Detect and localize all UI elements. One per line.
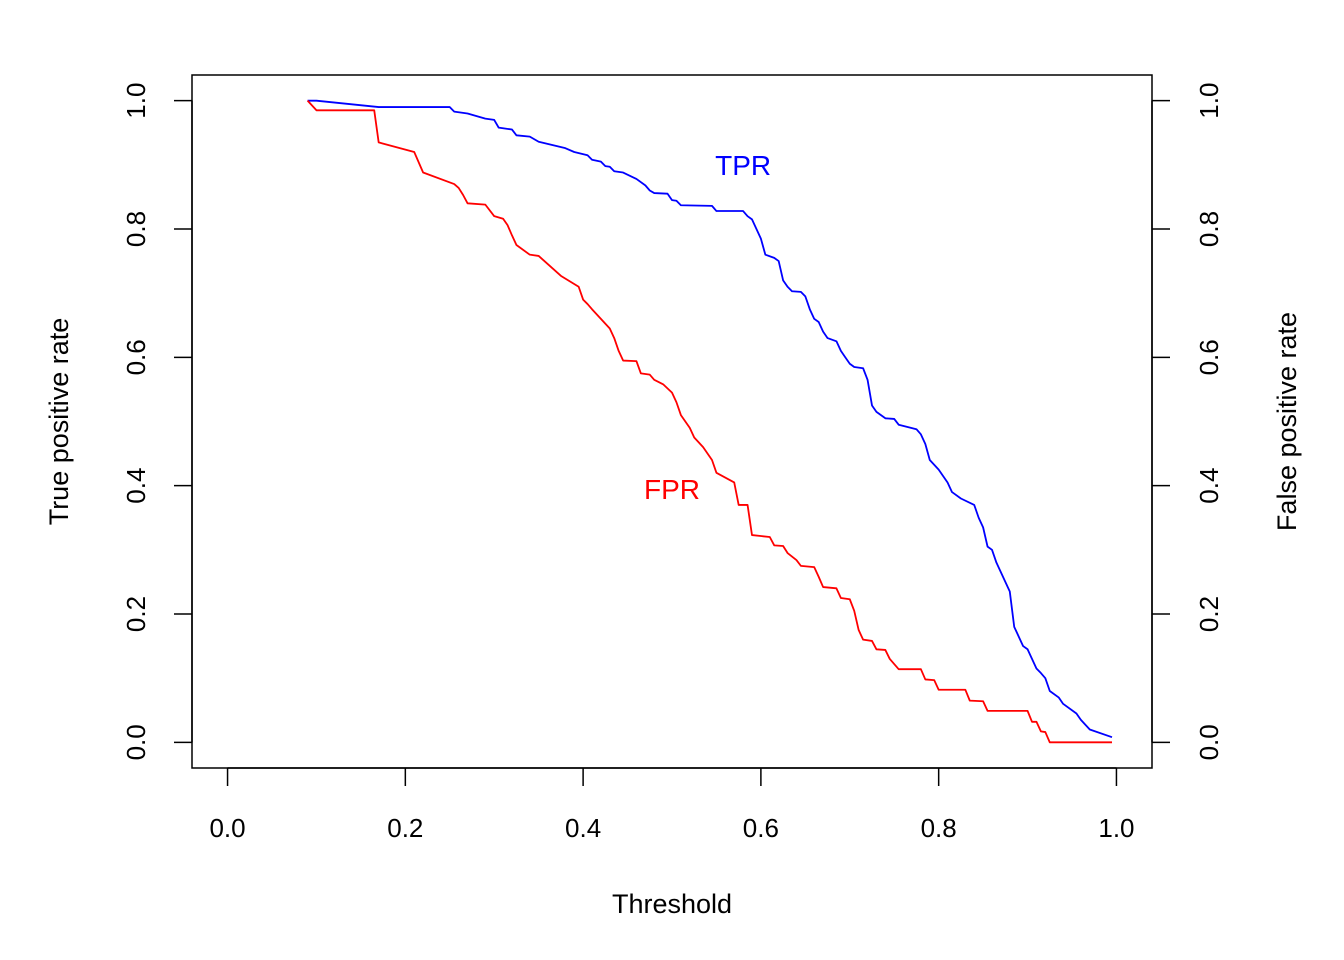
x-axis-title: Threshold bbox=[612, 889, 732, 919]
y-left-tick-label: 0.6 bbox=[121, 339, 151, 375]
x-tick-label: 0.4 bbox=[565, 813, 601, 843]
y-axis-title-right: False positive rate bbox=[1272, 312, 1302, 531]
y-axis-left: 0.0 0.2 0.4 0.6 0.8 1.0 bbox=[121, 83, 193, 760]
y-left-tick-label: 1.0 bbox=[121, 83, 151, 119]
x-tick-label: 0.2 bbox=[387, 813, 423, 843]
y-right-tick-label: 0.2 bbox=[1194, 596, 1224, 632]
x-tick-label: 0.6 bbox=[743, 813, 779, 843]
series-label-fpr: FPR bbox=[644, 474, 700, 505]
y-left-tick-label: 0.0 bbox=[121, 724, 151, 760]
y-right-tick-label: 0.8 bbox=[1194, 211, 1224, 247]
y-axis-title-left: True positive rate bbox=[44, 318, 74, 526]
y-right-tick-label: 1.0 bbox=[1194, 83, 1224, 119]
y-axis-right: 0.0 0.2 0.4 0.6 0.8 1.0 bbox=[1151, 83, 1224, 760]
series-line-tpr bbox=[307, 99, 1113, 739]
y-right-tick-label: 0.0 bbox=[1194, 724, 1224, 760]
series-line-fpr bbox=[306, 100, 1112, 744]
x-axis: 0.0 0.2 0.4 0.6 0.8 1.0 bbox=[209, 767, 1135, 843]
y-left-tick-label: 0.8 bbox=[121, 211, 151, 247]
x-tick-label: 1.0 bbox=[1098, 813, 1134, 843]
x-tick-label: 0.0 bbox=[209, 813, 245, 843]
y-right-tick-label: 0.6 bbox=[1194, 339, 1224, 375]
y-right-tick-label: 0.4 bbox=[1194, 468, 1224, 504]
series-layer: TPR FPR bbox=[306, 99, 1113, 744]
y-left-tick-label: 0.2 bbox=[121, 596, 151, 632]
plot-frame bbox=[191, 74, 1153, 769]
y-left-tick-label: 0.4 bbox=[121, 468, 151, 504]
series-label-tpr: TPR bbox=[715, 150, 771, 181]
x-tick-label: 0.8 bbox=[921, 813, 957, 843]
